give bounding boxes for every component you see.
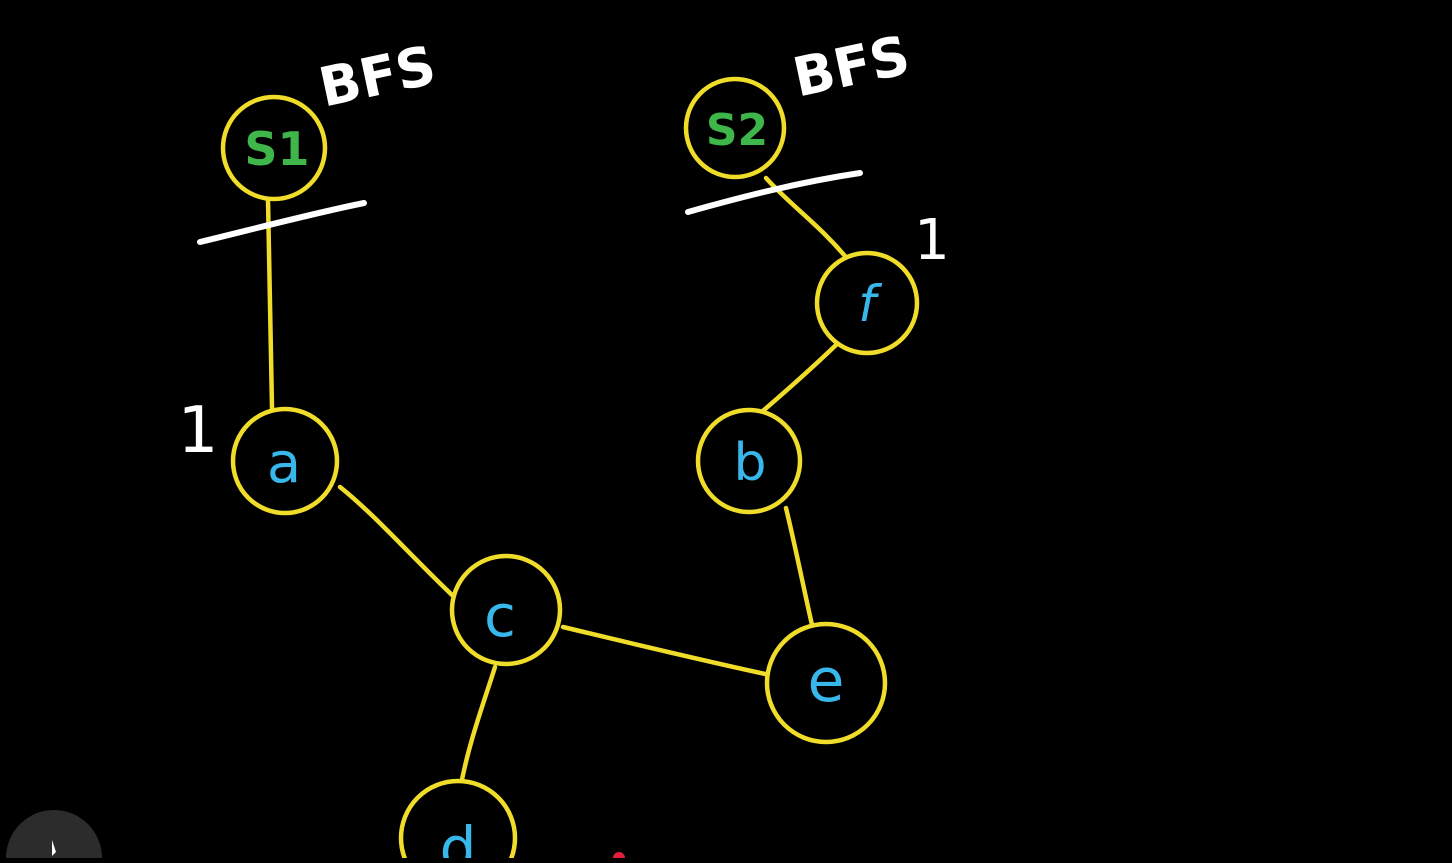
node-label: b: [733, 433, 766, 493]
node-circle: [764, 621, 888, 745]
s2-bfs-annotation: BFS: [788, 23, 915, 109]
node-circle: [220, 94, 328, 202]
node-circle: [695, 407, 803, 515]
edge-s2-f: [763, 175, 853, 265]
node-circle: [230, 406, 340, 516]
node-label: e: [808, 646, 845, 716]
edge-c-d: [457, 664, 498, 793]
edge-a-c: [337, 484, 455, 598]
edge-b-e: [783, 505, 815, 628]
cursor-icon: [52, 840, 56, 856]
graph-node-f: f: [814, 250, 920, 356]
graph-node-b: b: [695, 407, 803, 515]
graph-node-c: c: [449, 553, 563, 667]
source-label: S2: [706, 105, 768, 156]
s1-level-mark: 1: [178, 394, 219, 468]
marker-dot: [613, 852, 625, 863]
graph-node-a: a: [230, 406, 340, 516]
s2-underline: [685, 170, 863, 215]
source-label: S1: [244, 122, 309, 176]
s2-level-mark: 1: [914, 208, 950, 273]
node-circle: [449, 553, 563, 667]
edge-s1-a: [265, 197, 275, 411]
source-node-s2: S2: [683, 76, 787, 180]
graph-node-d: d: [398, 778, 518, 863]
edge-c-e: [560, 624, 773, 678]
node-circle: [683, 76, 787, 180]
cursor-button-bg[interactable]: [6, 810, 102, 863]
s1-underline: [197, 200, 367, 245]
edge-f-b: [754, 342, 839, 419]
cursor-button[interactable]: [6, 810, 102, 863]
node-circle: [398, 778, 518, 863]
node-label: a: [267, 431, 301, 496]
edges: [265, 175, 853, 793]
node-circle: [814, 250, 920, 356]
source-node-s1: S1: [220, 94, 328, 202]
underline-strokes: [197, 170, 863, 245]
node-label: d: [440, 814, 477, 858]
s1-bfs-annotation: BFS: [314, 33, 441, 119]
node-label: c: [484, 582, 516, 650]
graph-node-e: e: [764, 621, 888, 745]
